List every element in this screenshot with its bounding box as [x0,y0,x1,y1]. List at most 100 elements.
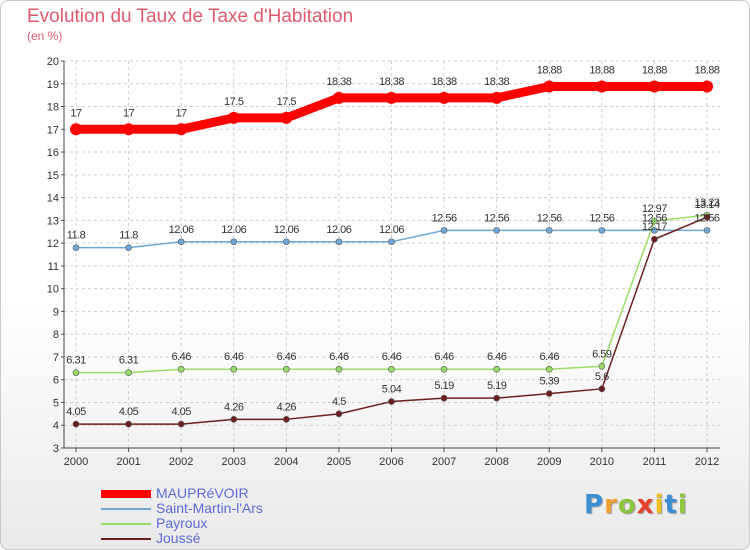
data-point [177,420,185,428]
data-label: 12.97 [642,203,667,215]
legend-swatch [101,490,151,498]
logo-letter: o [617,490,637,520]
data-point [490,91,503,104]
data-label: 4.05 [66,406,86,418]
data-point [388,365,395,373]
y-tick-label: 15 [47,170,59,182]
data-label: 18.38 [326,76,351,88]
data-label: 12.17 [642,221,667,233]
x-tick-label: 2010 [590,456,614,468]
data-label: 11.8 [67,230,86,242]
data-label: 6.46 [487,351,507,363]
data-point [598,227,606,234]
x-tick-label: 2007 [432,456,456,468]
y-tick-label: 19 [47,79,59,91]
data-label: 12.56 [432,212,457,224]
legend-swatch [101,538,151,540]
y-tick-label: 8 [53,329,59,341]
x-tick-label: 2004 [274,456,298,468]
x-tick-label: 2001 [116,456,140,468]
data-point [283,365,290,373]
data-label: 18.88 [642,64,667,76]
y-tick-label: 11 [48,261,59,273]
data-label: 12.06 [274,224,299,236]
legend-label: Joussé [156,530,201,546]
y-tick-label: 4 [53,420,59,432]
data-label: 4.05 [171,406,191,418]
data-point [703,213,711,221]
data-label: 18.38 [379,76,404,88]
x-tick-label: 2012 [695,456,719,468]
data-label: 13.23 [694,197,719,209]
data-label: 18.38 [484,76,509,88]
data-label: 6.46 [329,351,349,363]
data-label: 17.5 [224,96,244,108]
x-tick-label: 2002 [169,456,193,468]
y-tick-label: 6 [53,375,59,387]
data-point [122,123,135,136]
data-point [72,420,80,428]
data-label: 5.6 [595,371,609,383]
data-point [545,390,553,397]
x-tick-label: 2008 [484,456,508,468]
data-point [388,398,395,405]
data-label: 17 [176,107,188,119]
chart-legend: MAUPRéVOIR Saint-Martin-l'Ars Payroux Jouss… [101,485,341,546]
y-tick-label: 9 [53,306,59,318]
data-label: 6.46 [540,351,560,363]
data-label: 12.56 [589,212,614,224]
data-point [651,217,658,225]
y-tick-label: 3 [53,443,59,455]
x-tick-label: 2009 [537,456,561,468]
data-point [283,416,290,423]
legend-item: Joussé [101,530,341,546]
data-point [230,416,238,423]
data-point [332,91,345,104]
data-label: 18.38 [432,76,457,88]
logo-letter: r [604,490,618,520]
y-tick-label: 18 [47,102,59,114]
data-label: 6.31 [66,355,86,367]
data-point [230,238,238,246]
data-label: 6.31 [119,355,139,367]
data-point [543,80,556,93]
data-point [72,244,80,251]
data-point [493,227,500,234]
data-point [175,123,188,136]
data-label: 6.46 [224,351,244,363]
data-point [283,238,290,246]
y-tick-label: 20 [47,56,59,68]
data-label: 4.26 [224,401,244,413]
data-point [545,365,553,373]
proxiti-logo: Proxiti [584,490,688,520]
data-label: 6.46 [434,351,454,363]
data-label: 12.06 [221,224,246,236]
data-point [651,227,658,234]
data-label: 18.88 [694,64,719,76]
data-point [595,80,608,93]
logo-letter: t [664,490,678,520]
data-label: 17 [123,107,135,119]
data-label: 4.05 [119,406,139,418]
logo-letter: i [654,490,665,520]
y-tick-label: 17 [47,124,59,136]
data-point [598,385,606,393]
data-point [70,123,82,136]
data-point [72,369,80,376]
data-point [177,365,185,373]
chart-title: Evolution du Taux de Taxe d'Habitation [27,6,354,27]
data-point [125,369,132,376]
x-tick-label: 2000 [64,456,88,468]
data-point [280,111,293,124]
y-tick-label: 10 [47,284,59,296]
data-label: 5.39 [540,376,560,388]
data-label: 12.06 [169,224,194,236]
data-point [598,362,606,370]
x-tick-label: 2003 [222,456,246,468]
data-label: 18.88 [537,64,562,76]
data-label: 5.19 [434,380,454,392]
data-point [227,111,240,124]
data-label: 12.06 [326,224,351,236]
